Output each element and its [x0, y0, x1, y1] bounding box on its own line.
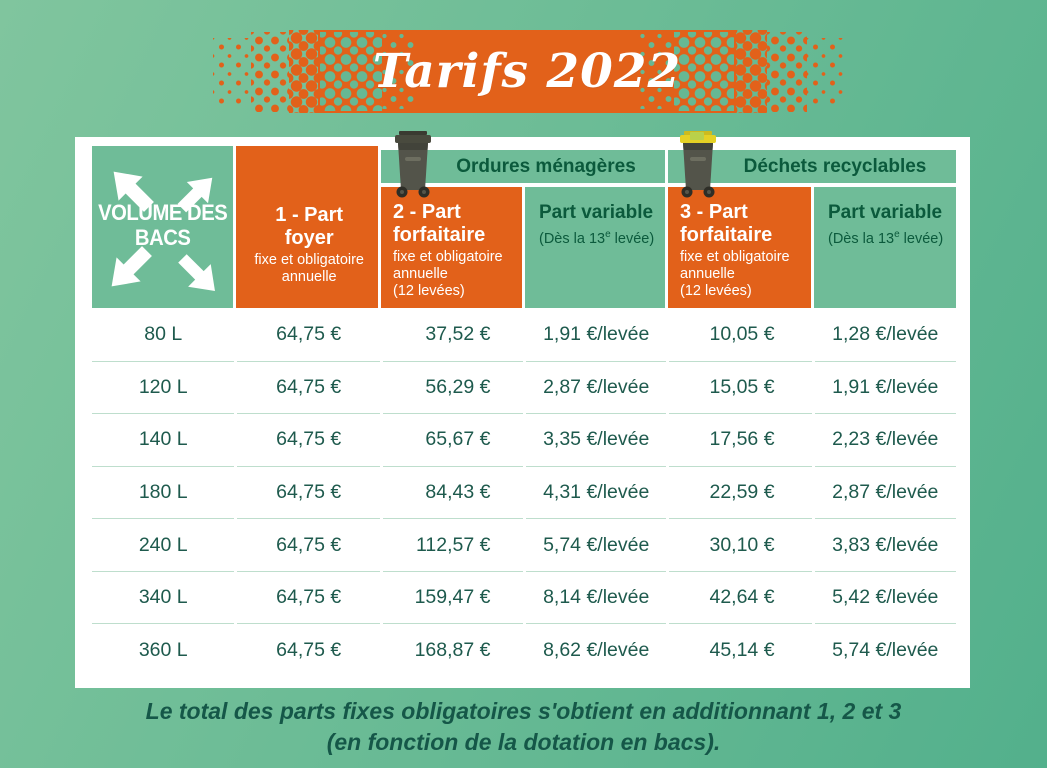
halftone-dots-left-mid [251, 32, 289, 112]
halftone-dots-banner-right [674, 32, 734, 111]
table-row: 120 L 64,75 € 56,29 € 2,87 €/levée 15,05… [92, 360, 956, 414]
variable-om-value: 3,35 €/levée [526, 413, 666, 466]
forfaitaire-om-header-cell: 2 - Part forfaitaire fixe et obligatoire… [381, 187, 522, 308]
volume-value: 80 L [144, 322, 183, 345]
variable-rec-value: 2,23 €/levée [814, 413, 956, 466]
part-foyer-value: 64,75 € [237, 570, 380, 624]
forfaitaire-rec-header-cell: 3 - Part forfaitaire fixe et obligatoire… [668, 187, 811, 308]
recycling-bin-icon [680, 131, 716, 198]
volume-value: 120 L [92, 360, 235, 414]
forfaitaire-om-title: 2 - Part forfaitaire [393, 201, 486, 246]
forfait-om-value: 56,29 € [382, 360, 524, 414]
page-title: Tarifs 2022 [372, 44, 682, 99]
footer-note-line2: (en fonction de la dotation en bacs). [326, 729, 721, 755]
part-foyer-value: 64,75 € [237, 413, 380, 466]
variable-om-value: 5,74 €/levée [526, 518, 666, 571]
forfaitaire-om-subtitle: fixe et obligatoire annuelle (12 levées) [393, 249, 503, 299]
part-foyer-value: 64,75 € [237, 623, 380, 676]
variable-rec-value: 1,28 €/levée [832, 322, 939, 345]
trash-bin-icon [395, 131, 431, 198]
variable-rec-value: 3,83 €/levée [814, 518, 956, 571]
group-label-recyclables: Déchets recyclables [668, 150, 956, 183]
variable-rec-value: 5,74 €/levée [814, 623, 956, 676]
forfait-om-value: 37,52 € [425, 322, 491, 345]
forfait-rec-value: 42,64 € [668, 570, 812, 624]
variable-rec-title: Part variable [828, 202, 943, 223]
variable-om-value: 1,91 €/levée [543, 322, 650, 345]
footer-note-line1: Le total des parts fixes obligatoires s'… [145, 698, 902, 724]
part-foyer-title: 1 - Part foyer [275, 204, 344, 249]
halftone-dots-left-inner [289, 30, 323, 113]
volume-value: 240 L [92, 518, 235, 571]
forfait-om-value: 112,57 € [382, 518, 524, 571]
table-row: 80 L 64,75 € 37,52 € 1,91 €/levée 10,05 … [92, 308, 956, 361]
part-foyer-subtitle: fixe et obligatoire annuelle [254, 252, 364, 285]
table-row: 180 L 64,75 € 84,43 € 4,31 €/levée 22,59… [92, 465, 956, 519]
forfait-rec-value: 45,14 € [668, 623, 812, 676]
variable-om-title: Part variable [539, 202, 654, 223]
forfait-rec-value: 17,56 € [668, 413, 812, 466]
forfait-rec-value: 30,10 € [668, 518, 812, 571]
variable-rec-value: 5,42 €/levée [814, 570, 956, 624]
halftone-dots-left-outer [213, 38, 251, 108]
variable-om-subtitle: (Dès la 13e levée) [539, 229, 655, 247]
volume-value: 180 L [92, 465, 235, 519]
halftone-dots-right-outer [807, 38, 845, 108]
tariff-table: VOLUME DES BACS 1 - Part foyer fixe et o… [75, 131, 970, 688]
forfait-om-value: 168,87 € [382, 623, 524, 676]
forfaitaire-rec-subtitle: fixe et obligatoire annuelle (12 levées) [680, 249, 790, 299]
table-header: VOLUME DES BACS 1 - Part foyer fixe et o… [92, 131, 956, 308]
forfait-rec-value: 10,05 € [709, 322, 775, 345]
variable-om-header-cell: Part variable (Dès la 13e levée) [525, 187, 665, 308]
volume-header-label: VOLUME DES BACS [98, 200, 228, 250]
part-foyer-value: 64,75 € [237, 518, 380, 571]
table-row: 140 L 64,75 € 65,67 € 3,35 €/levée 17,56… [92, 413, 956, 466]
variable-rec-header-cell: Part variable (Dès la 13e levée) [814, 187, 956, 308]
forfait-om-value: 84,43 € [382, 465, 524, 519]
group-label-ordures: Ordures ménagères [381, 150, 665, 183]
table-row: 340 L 64,75 € 159,47 € 8,14 €/levée 42,6… [92, 570, 956, 624]
volume-value: 360 L [92, 623, 235, 676]
volume-header-cell: VOLUME DES BACS [92, 146, 234, 308]
forfait-rec-value: 15,05 € [668, 360, 812, 414]
table-row: 240 L 64,75 € 112,57 € 5,74 €/levée 30,1… [92, 518, 956, 571]
volume-value: 340 L [92, 570, 235, 624]
variable-om-value: 2,87 €/levée [526, 360, 666, 414]
part-foyer-value: 64,75 € [237, 360, 380, 414]
halftone-dots-banner-left [320, 32, 382, 111]
footer-note: Le total des parts fixes obligatoires s'… [0, 696, 1047, 758]
table-body: 80 L 64,75 € 37,52 € 1,91 €/levée 10,05 … [92, 308, 956, 676]
halftone-dots-banner-right-fade [640, 34, 674, 109]
halftone-dots-banner-left-fade [382, 34, 416, 109]
variable-rec-subtitle: (Dès la 13e levée) [828, 229, 944, 247]
variable-rec-value: 2,87 €/levée [814, 465, 956, 519]
part-foyer-value: 64,75 € [237, 465, 380, 519]
group-dechets-recyclables: Déchets recyclables 3 - Part forfaitaire… [668, 131, 956, 308]
variable-rec-value: 1,91 €/levée [814, 360, 956, 414]
part-foyer-header-cell: 1 - Part foyer fixe et obligatoire annue… [236, 146, 378, 308]
halftone-dots-right-mid [767, 32, 807, 112]
forfait-rec-value: 22,59 € [668, 465, 812, 519]
variable-om-value: 4,31 €/levée [526, 465, 666, 519]
forfait-om-value: 65,67 € [382, 413, 524, 466]
table-row: 360 L 64,75 € 168,87 € 8,62 €/levée 45,1… [92, 623, 956, 676]
halftone-dots-right-inner [733, 30, 767, 113]
variable-om-value: 8,14 €/levée [526, 570, 666, 624]
variable-om-value: 8,62 €/levée [526, 623, 666, 676]
expand-arrows-icon [111, 171, 215, 291]
forfaitaire-rec-title: 3 - Part forfaitaire [680, 201, 773, 246]
part-foyer-value: 64,75 € [276, 322, 342, 345]
volume-value: 140 L [92, 413, 235, 466]
forfait-om-value: 159,47 € [382, 570, 524, 624]
group-ordures-menageres: Ordures ménagères 2 - Part forfaitaire f… [381, 131, 665, 308]
